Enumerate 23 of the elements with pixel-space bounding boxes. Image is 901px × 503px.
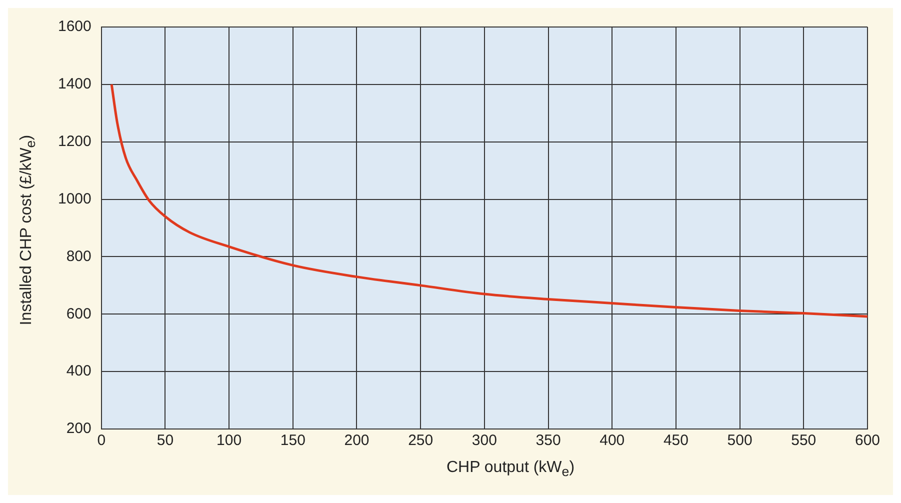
x-tick-label: 150: [280, 432, 306, 450]
x-tick-label: 550: [791, 432, 816, 450]
x-tick-label: 500: [727, 432, 752, 450]
x-tick-label: 300: [472, 432, 497, 450]
line-series: [110, 83, 868, 318]
y-tick-label: 1600: [58, 18, 92, 36]
x-tick-label: 400: [600, 432, 625, 450]
x-axis-title: CHP output (kW$_{e}$): [445, 459, 576, 480]
y-tick-label: 600: [66, 305, 92, 322]
x-tick-label: 0: [97, 432, 106, 450]
x-tick-label: 350: [536, 432, 561, 450]
y-tick-label: 400: [66, 362, 92, 380]
y-tick-label: 1400: [58, 76, 92, 93]
y-tick-label: 800: [66, 248, 92, 265]
x-tick-label: 200: [344, 432, 370, 450]
y-tick-label: 1000: [58, 190, 92, 208]
y-tick-label: 1200: [58, 133, 92, 150]
x-tick-label: 100: [216, 432, 242, 450]
x-tick-label: 250: [408, 432, 434, 450]
x-tick-label: 450: [663, 432, 688, 450]
x-tick-label: 50: [156, 432, 174, 450]
x-tick-label: 600: [854, 432, 880, 450]
y-tick-label: 200: [66, 420, 92, 438]
